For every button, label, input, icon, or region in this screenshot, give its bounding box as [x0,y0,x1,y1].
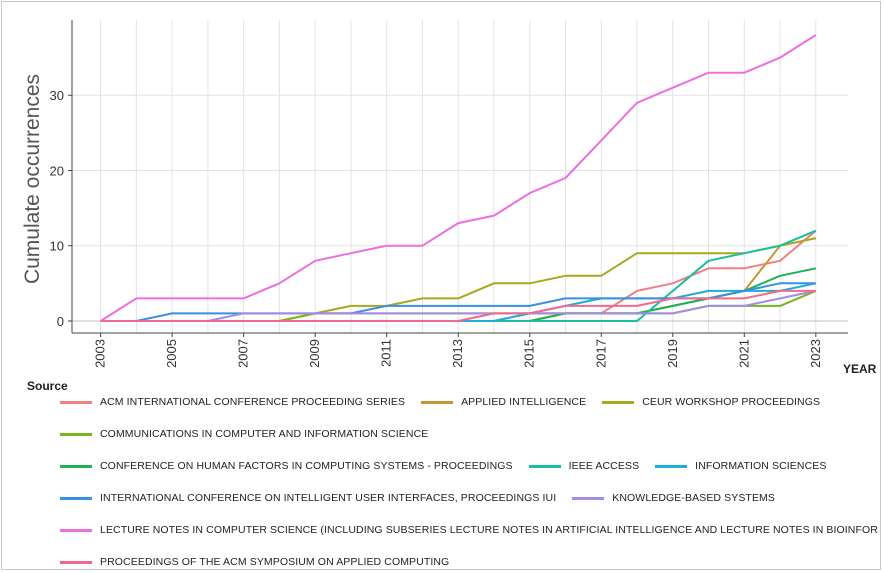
legend-row: PROCEEDINGS OF THE ACM SYMPOSIUM ON APPL… [60,553,465,569]
legend-label: PROCEEDINGS OF THE ACM SYMPOSIUM ON APPL… [100,556,450,568]
legend-row: LECTURE NOTES IN COMPUTER SCIENCE (INCLU… [60,521,880,539]
legend-swatch [572,496,605,500]
legend-item[interactable]: INFORMATION SCIENCES [655,460,826,472]
y-axis-title: Cumulate occurrences [21,74,44,284]
legend-row: INTERNATIONAL CONFERENCE ON INTELLIGENT … [60,489,791,507]
x-tick-labels: 2003 2005 2007 2009 2011 2013 2015 2017 2019 2021… [93,339,823,368]
legend-label: KNOWLEDGE-BASED SYSTEMS [612,492,775,504]
legend-swatch [60,560,92,564]
x-tick-label: 2017 [593,339,608,368]
x-tick-label: 2003 [93,339,108,368]
legend-row: ACM INTERNATIONAL CONFERENCE PROCEEDING … [60,393,836,411]
legend-item[interactable]: CONFERENCE ON HUMAN FACTORS IN COMPUTING… [60,460,513,472]
legend-swatch [60,528,92,532]
legend-item[interactable]: IEEE ACCESS [528,460,640,472]
x-tick-label: 2005 [164,339,179,368]
axes [68,20,848,337]
y-tick-label: 20 [50,163,64,178]
legend-item[interactable]: INTERNATIONAL CONFERENCE ON INTELLIGENT … [60,492,556,504]
x-tick-label: 2011 [379,339,394,367]
legend-item[interactable]: PROCEEDINGS OF THE ACM SYMPOSIUM ON APPL… [60,556,449,568]
legend-label: IEEE ACCESS [568,460,640,472]
series-line [100,289,817,322]
x-tick-label: 2015 [522,339,537,368]
legend-item[interactable]: CEUR WORKSHOP PROCEEDINGS [602,396,820,408]
legend-swatch [60,496,92,500]
grid-lines [72,20,848,333]
legend-title: Source [27,379,68,393]
y-tick-label: 30 [50,88,64,103]
y-tick-labels: 0 10 20 30 [50,88,64,329]
x-tick-label: 2023 [808,339,823,368]
legend-item[interactable]: ACM INTERNATIONAL CONFERENCE PROCEEDING … [60,396,405,408]
series-line [100,289,816,322]
x-tick-label: 2009 [307,339,322,368]
series-lines [100,34,817,322]
legend-label: APPLIED INTELLIGENCE [461,396,587,408]
legend-label: CEUR WORKSHOP PROCEEDINGS [642,396,821,408]
x-axis-title: YEAR [843,362,877,376]
legend-label: COMMUNICATIONS IN COMPUTER AND INFORMATI… [100,428,429,440]
legend-swatch [528,464,561,468]
legend-swatch [60,432,92,436]
legend-swatch [421,400,454,404]
x-tick-label: 2007 [236,339,251,368]
legend-swatch [60,400,92,404]
x-tick-label: 2021 [736,339,751,368]
y-tick-label: 10 [50,239,64,254]
legend-item[interactable]: LECTURE NOTES IN COMPUTER SCIENCE (INCLU… [60,524,878,536]
x-tick-label: 2019 [665,339,680,368]
x-tick-label: 2013 [450,339,465,368]
series-line [100,34,817,322]
legend-swatch [60,464,92,468]
legend-swatch [602,400,635,404]
y-tick-label: 0 [57,314,64,329]
legend-item[interactable]: COMMUNICATIONS IN COMPUTER AND INFORMATI… [60,428,428,440]
legend-row: COMMUNICATIONS IN COMPUTER AND INFORMATI… [60,425,444,443]
legend-label: CONFERENCE ON HUMAN FACTORS IN COMPUTING… [100,460,513,472]
legend-item[interactable]: APPLIED INTELLIGENCE [421,396,586,408]
legend-label: ACM INTERNATIONAL CONFERENCE PROCEEDING … [100,396,406,408]
legend-label: LECTURE NOTES IN COMPUTER SCIENCE (INCLU… [100,524,878,536]
legend-row: CONFERENCE ON HUMAN FACTORS IN COMPUTING… [60,457,842,475]
legend-swatch [655,464,688,468]
legend-item[interactable]: KNOWLEDGE-BASED SYSTEMS [572,492,775,504]
legend-label: INFORMATION SCIENCES [695,460,827,472]
legend-label: INTERNATIONAL CONFERENCE ON INTELLIGENT … [100,492,557,504]
